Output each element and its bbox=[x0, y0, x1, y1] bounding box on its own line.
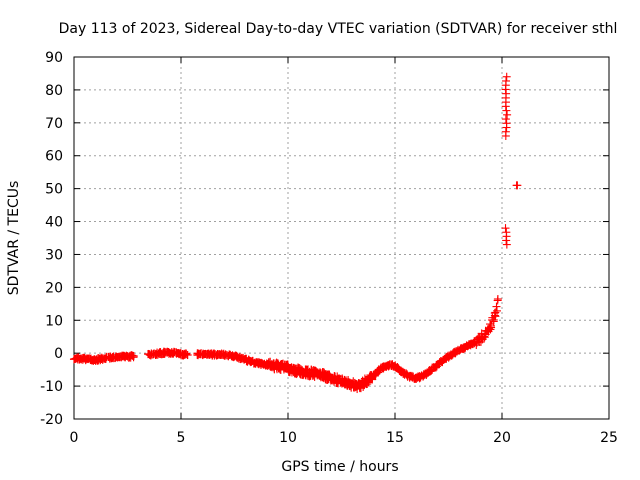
x-tick-label: 25 bbox=[600, 430, 618, 446]
axis-ticks: 0 5 10 15 20 25 -20 -10 0 10 20 30 40 50 60 70 80 90 bbox=[40, 50, 618, 446]
data-point bbox=[492, 306, 501, 315]
data-point bbox=[513, 181, 522, 190]
data-points bbox=[69, 72, 522, 394]
x-tick-label: 20 bbox=[493, 430, 511, 446]
data-point bbox=[502, 76, 511, 85]
y-tick-label: 60 bbox=[45, 149, 63, 165]
y-tick-label: 50 bbox=[45, 182, 63, 198]
x-tick-label: 15 bbox=[386, 430, 404, 446]
data-point bbox=[502, 106, 511, 115]
x-tick-label: 0 bbox=[70, 430, 79, 446]
y-tick-label: -10 bbox=[40, 379, 63, 395]
data-point bbox=[129, 352, 138, 361]
y-axis-label: SDTVAR / TECUs bbox=[6, 181, 22, 296]
y-tick-label: 40 bbox=[45, 215, 63, 231]
data-point bbox=[502, 72, 511, 81]
y-tick-label: 10 bbox=[45, 313, 63, 329]
data-point bbox=[502, 240, 511, 249]
chart-title: Day 113 of 2023, Sidereal Day-to-day VTE… bbox=[59, 21, 618, 37]
y-tick-label: 90 bbox=[45, 50, 63, 66]
data-point bbox=[502, 119, 511, 128]
data-point bbox=[489, 315, 498, 324]
y-tick-label: 20 bbox=[45, 280, 63, 296]
data-point bbox=[182, 350, 191, 359]
y-tick-label: -20 bbox=[40, 412, 63, 428]
data-point bbox=[503, 110, 512, 119]
x-tick-label: 10 bbox=[279, 430, 297, 446]
y-tick-label: 80 bbox=[45, 83, 63, 99]
x-axis-label: GPS time / hours bbox=[281, 459, 398, 475]
y-tick-label: 0 bbox=[54, 346, 63, 362]
data-point bbox=[486, 321, 495, 330]
x-tick-label: 5 bbox=[177, 430, 186, 446]
data-point bbox=[501, 224, 510, 233]
y-tick-label: 70 bbox=[45, 116, 63, 132]
y-tick-label: 30 bbox=[45, 247, 63, 263]
data-point bbox=[501, 127, 510, 136]
grid bbox=[74, 57, 609, 419]
data-point bbox=[283, 362, 292, 371]
data-point bbox=[491, 312, 500, 321]
data-point bbox=[501, 115, 510, 124]
data-point bbox=[493, 294, 502, 303]
data-point bbox=[502, 228, 511, 237]
data-point bbox=[183, 351, 192, 360]
plot-frame bbox=[73, 56, 610, 420]
